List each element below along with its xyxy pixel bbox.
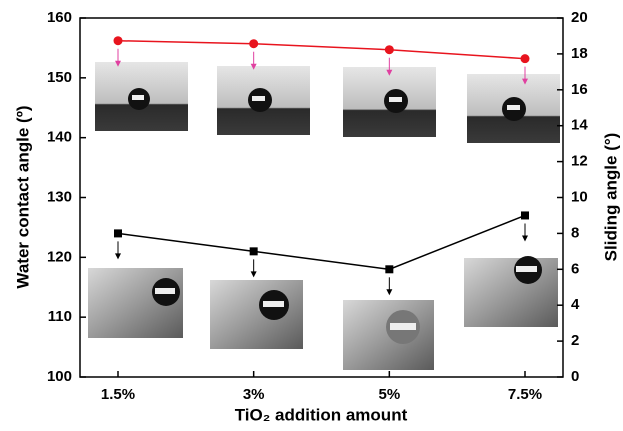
y2-tick-label: 4 bbox=[571, 296, 580, 313]
x-tick-label: 5% bbox=[378, 386, 400, 403]
y-tick-label: 110 bbox=[48, 308, 72, 325]
y-tick-label: 160 bbox=[47, 9, 72, 26]
y-axis-label: Water contact angle (º) bbox=[13, 105, 32, 288]
arrow-head bbox=[522, 235, 528, 241]
arrow-head bbox=[386, 289, 392, 295]
marker bbox=[521, 211, 529, 219]
y-tick-label: 150 bbox=[47, 69, 72, 86]
marker bbox=[521, 54, 530, 63]
y-tick-label: 100 bbox=[47, 368, 72, 385]
y2-tick-label: 20 bbox=[571, 9, 588, 26]
y2-tick-label: 18 bbox=[571, 45, 588, 62]
y2-tick-label: 10 bbox=[571, 188, 588, 205]
marker bbox=[249, 39, 258, 48]
y2-axis-label: Sliding angle (°) bbox=[601, 133, 620, 262]
x-tick-label: 7.5% bbox=[508, 386, 542, 403]
y2-tick-label: 14 bbox=[571, 117, 588, 134]
y2-tick-label: 12 bbox=[571, 153, 588, 170]
y-tick-label: 130 bbox=[47, 188, 72, 205]
chart: TiO₂ addition amount Water contact angle… bbox=[0, 0, 623, 431]
y2-tick-label: 8 bbox=[571, 224, 579, 241]
marker bbox=[385, 265, 393, 273]
series-line bbox=[118, 41, 525, 59]
x-axis-label: TiO₂ addition amount bbox=[235, 405, 408, 424]
marker bbox=[114, 36, 123, 45]
y2-tick-label: 2 bbox=[571, 332, 579, 349]
y-tick-label: 140 bbox=[47, 129, 72, 146]
arrow-head bbox=[115, 253, 121, 259]
arrow-head bbox=[251, 271, 257, 277]
x-tick-label: 3% bbox=[243, 386, 265, 403]
x-tick-label: 1.5% bbox=[101, 386, 135, 403]
y2-tick-label: 0 bbox=[571, 368, 579, 385]
marker bbox=[114, 229, 122, 237]
marker bbox=[385, 45, 394, 54]
y2-tick-label: 16 bbox=[571, 81, 588, 98]
series-line bbox=[118, 215, 525, 269]
marker bbox=[250, 247, 258, 255]
y2-tick-label: 6 bbox=[571, 260, 579, 277]
y-tick-label: 120 bbox=[47, 248, 72, 265]
photos bbox=[88, 62, 560, 370]
